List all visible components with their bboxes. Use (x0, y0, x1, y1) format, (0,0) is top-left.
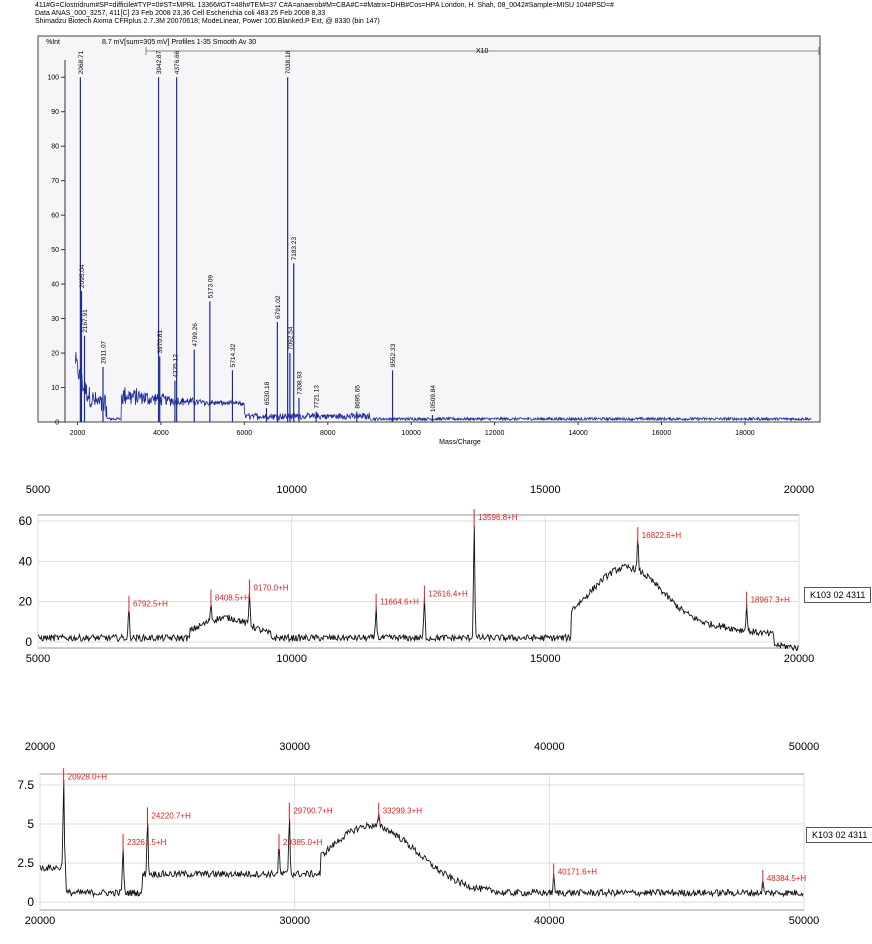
sample-label-1: K103 02 4311 (804, 587, 872, 603)
x-tick-label: 6000 (237, 430, 253, 437)
peak-label: 23261.5+H (127, 838, 167, 847)
peak-label: 7183.23 (291, 237, 298, 261)
x-tick-label: 5000 (26, 653, 50, 665)
y-tick-label: 60 (19, 514, 33, 528)
y-tick-label: 100 (47, 75, 59, 82)
header-line-1: 411#G=Clostridrum#SP=difficile#TYP=0#ST=… (35, 2, 614, 9)
peak-label: 7308.93 (296, 371, 303, 395)
spectrum-trace (75, 351, 812, 422)
plot-frame (37, 35, 821, 423)
top-tick-label: 30000 (279, 741, 310, 753)
peak-label: 2095.04 (79, 264, 86, 288)
peak-label: 3970.81 (157, 330, 164, 354)
y-tick-label: 0 (27, 895, 34, 909)
peak-label: 6792.5+H (133, 600, 168, 609)
peak-label: 8408.5+H (215, 594, 250, 603)
spectrum-trace (37, 525, 799, 652)
y-tick-label: 20 (51, 351, 59, 358)
peak-label: 6791.02 (275, 295, 282, 319)
y-tick-label: 40 (51, 282, 59, 289)
peak-label: 33299.3+H (383, 807, 423, 816)
spectrum-chart-5k-20k: 5000 5000 10000 10000 15000 15000 20000 20000 0 2… (19, 484, 815, 665)
y-tick-label: 90 (51, 109, 59, 116)
y-tick-label: 80 (51, 144, 59, 151)
header-line-3: Shimadzu Biotech Axima CFRplus 2.7.3M 20… (35, 18, 380, 25)
top-tick-label: 20000 (25, 741, 56, 753)
top-tick-label: 20000 (784, 484, 815, 496)
peak-label: 16822.6+H (642, 531, 682, 540)
header-line-2: Data ANAS_000_3257, 411[C] 23 Feb 2008 2… (35, 10, 326, 17)
y-tick-label: 70 (51, 178, 59, 185)
spectrum-trace (39, 780, 804, 898)
top-tick-label: 15000 (530, 484, 561, 496)
peak-label: 8695.65 (354, 385, 361, 409)
plot-frame (39, 773, 805, 911)
y-tick-label: 5 (27, 817, 34, 831)
peak-label: 3942.87 (156, 50, 163, 74)
x-tick-label: 4000 (153, 430, 169, 437)
peak-label: 24220.7+H (151, 811, 191, 820)
x-axis-title: Mass/Charge (439, 439, 481, 446)
x-tick-label: 10000 (401, 430, 421, 437)
peak-label: 2611.07 (101, 340, 108, 363)
x-tick-label: 20000 (25, 915, 56, 927)
top-tick-label: 50000 (789, 741, 820, 753)
peak-label: 2068.71 (78, 50, 85, 74)
x-tick-label: 12000 (485, 430, 505, 437)
x-tick-label: 40000 (534, 915, 565, 927)
y-tick-label: 0 (25, 635, 32, 649)
peak-label: 12616.4+H (428, 590, 468, 599)
x-tick-label: 10000 (276, 653, 307, 665)
peak-label: 9552.33 (390, 343, 397, 367)
x-tick-label: 14000 (568, 430, 588, 437)
y-tick-label: 7.5 (17, 778, 34, 792)
top-tick-label: 5000 (26, 484, 50, 496)
top-tick-label: 10000 (276, 484, 307, 496)
x-tick-label: 20000 (784, 653, 815, 665)
y-tick-label: 2.5 (17, 856, 34, 870)
peak-label: 4376.66 (174, 50, 181, 74)
peak-label: 7038.18 (285, 50, 292, 74)
peak-label: 10509.84 (430, 385, 437, 412)
spectrum-chart-full: %Int 8.7 mV[sum=305 mV] Profiles 1-35 Smo… (37, 35, 821, 446)
peak-label: 48384.5+H (767, 874, 807, 883)
x-tick-label: 30000 (279, 915, 310, 927)
peak-label: 40171.6+H (558, 868, 598, 877)
x-tick-label: 18000 (735, 430, 755, 437)
peak-label: 5173.09 (207, 274, 214, 298)
peak-label: 5714.32 (230, 343, 237, 367)
peak-label: 20928.0+H (68, 772, 108, 781)
top-tick-label: 40000 (534, 741, 565, 753)
y-axis-title: %Int (46, 39, 60, 46)
x-tick-label: 15000 (530, 653, 561, 665)
plot-frame (37, 514, 800, 649)
peak-label: 29385.0+H (283, 838, 323, 847)
peak-label: 4799.26 (192, 323, 199, 347)
spectrum-chart-20k-50k: 20000 20000 30000 30000 40000 40000 50000 50000… (17, 741, 820, 927)
y-tick-label: 10 (51, 385, 59, 392)
x-tick-label: 8000 (320, 430, 336, 437)
y-tick-label: 60 (51, 213, 59, 220)
y-tick-label: 0 (55, 420, 59, 427)
peak-label: 11664.6+H (380, 598, 419, 607)
x-tick-label: 16000 (652, 430, 672, 437)
peak-label: 29790.7+H (293, 807, 333, 816)
peak-label: 2167.91 (82, 309, 89, 333)
y-tick-label: 50 (51, 247, 59, 254)
y-tick-label: 30 (51, 316, 59, 323)
peak-label: 18967.3+H (751, 596, 791, 605)
peak-label: 4335.12 (172, 354, 179, 378)
peak-label: 6530.18 (264, 381, 271, 405)
y-tick-label: 20 (19, 595, 33, 609)
peak-label: 13596.8+H (478, 513, 518, 522)
peak-label: 9170.0+H (254, 584, 289, 593)
chart-title: 8.7 mV[sum=305 mV] Profiles 1-35 Smooth … (102, 39, 256, 46)
peak-label: 7092.54 (287, 326, 294, 350)
zoom-label: X10 (476, 48, 489, 55)
x-tick-label: 50000 (789, 915, 820, 927)
peak-label: 7721.13 (314, 385, 321, 409)
y-tick-label: 40 (19, 554, 33, 568)
sample-label-2: K103 02 4311 (806, 827, 872, 843)
x-tick-label: 2000 (70, 430, 86, 437)
